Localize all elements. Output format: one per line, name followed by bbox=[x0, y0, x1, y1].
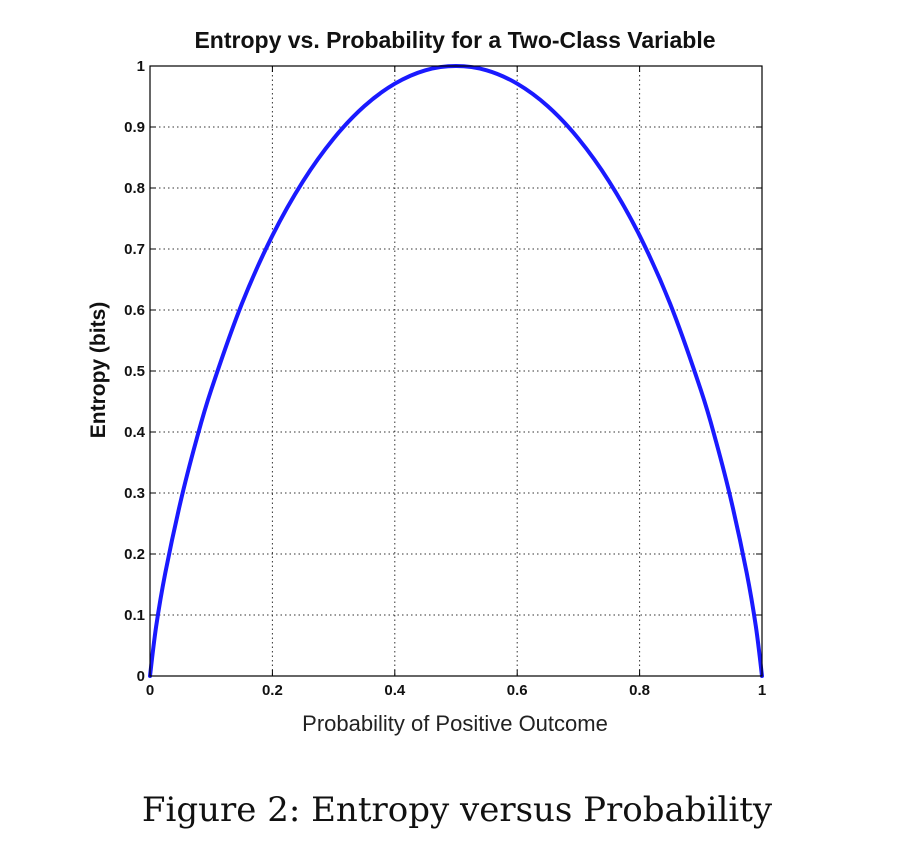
y-tick-label: 0.8 bbox=[124, 180, 145, 197]
axis-ticks: 0 0.2 0.4 0.6 0.8 1 0 0.1 0.2 0.3 0.4 0.5 0.6 0.7 0.8 0… bbox=[124, 58, 766, 699]
grid-lines bbox=[150, 66, 762, 676]
chart-title: Entropy vs. Probability for a Two-Class … bbox=[194, 27, 715, 53]
y-tick-label: 0.2 bbox=[124, 546, 145, 563]
y-tick-label: 0.4 bbox=[124, 424, 146, 441]
y-tick-label: 0.5 bbox=[124, 363, 145, 380]
x-tick-label: 0 bbox=[146, 682, 154, 699]
x-tick-label: 1 bbox=[758, 682, 766, 699]
figure-caption: Figure 2: Entropy versus Probability bbox=[141, 790, 773, 830]
y-tick-label: 0.6 bbox=[124, 302, 145, 319]
y-tick-label: 0 bbox=[137, 668, 145, 685]
x-tick-label: 0.2 bbox=[262, 682, 283, 699]
x-axis-label: Probability of Positive Outcome bbox=[302, 711, 608, 736]
y-tick-label: 0.3 bbox=[124, 485, 145, 502]
y-tick-label: 0.9 bbox=[124, 119, 145, 136]
x-tick-label: 0.8 bbox=[629, 682, 650, 699]
x-tick-label: 0.6 bbox=[507, 682, 528, 699]
y-tick-label: 0.1 bbox=[124, 607, 145, 624]
y-axis-label: Entropy (bits) bbox=[87, 302, 110, 439]
y-tick-label: 0.7 bbox=[124, 241, 145, 258]
y-tick-label: 1 bbox=[137, 58, 145, 75]
x-tick-label: 0.4 bbox=[384, 682, 406, 699]
